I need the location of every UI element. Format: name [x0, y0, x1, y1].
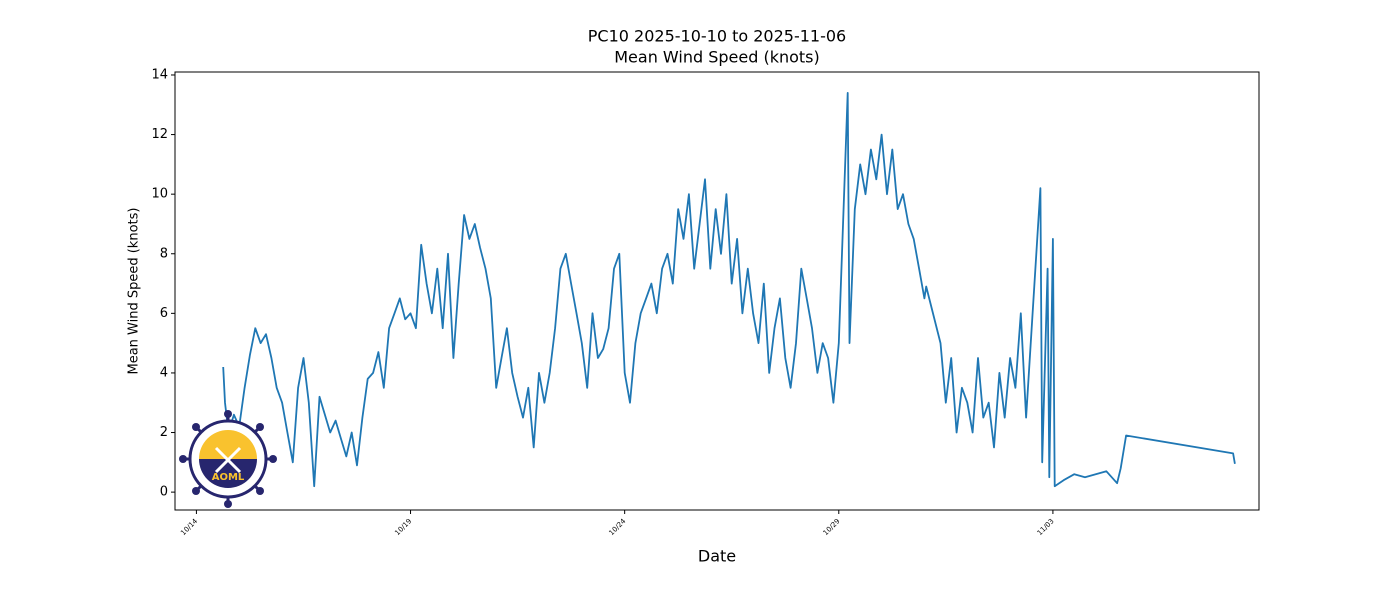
plot-frame [174, 71, 1260, 511]
y-tick-label: 6 [160, 306, 168, 321]
x-tick-label: 10/14 [179, 517, 199, 537]
y-tick-label: 14 [151, 67, 168, 82]
y-tick-label: 8 [160, 246, 168, 261]
y-tick-label: 4 [160, 365, 168, 380]
x-tick-label: 10/19 [393, 517, 413, 537]
logo: AOML [179, 410, 277, 508]
chart-title: PC10 2025-10-10 to 2025-11-06 [588, 27, 846, 46]
x-axis-label: Date [698, 547, 736, 566]
y-axis-label: Mean Wind Speed (knots) [127, 208, 142, 375]
y-tick-label: 2 [160, 425, 168, 440]
x-tick-label: 10/24 [608, 517, 628, 537]
line-series [222, 92, 1236, 488]
x-tick-label: 11/03 [1036, 517, 1056, 537]
y-tick-label: 10 [151, 187, 168, 202]
chart-subtitle: Mean Wind Speed (knots) [614, 48, 820, 67]
x-tick-label: 10/29 [822, 517, 842, 537]
y-tick-label: 0 [160, 485, 168, 500]
logo-text: AOML [212, 472, 245, 483]
y-tick-label: 12 [151, 127, 168, 142]
